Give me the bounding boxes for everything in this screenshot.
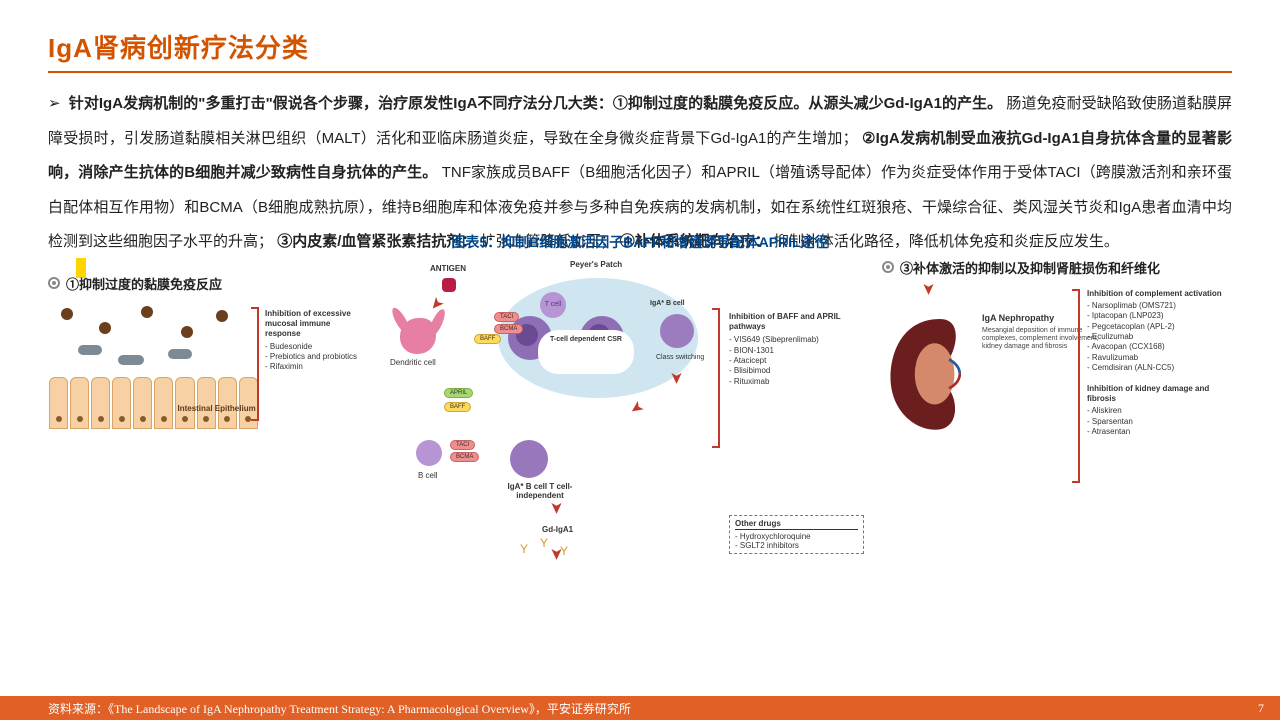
taci-pill: TACI [450,440,475,450]
baff-pill: BAFF [474,334,501,344]
panel1-item: - Rifaximin [265,362,358,372]
panel3-item: - Aliskiren [1087,406,1232,416]
arrow-icon: ➤ [919,282,939,295]
tcell-icon: T cell [540,292,566,318]
panel3-header2: Inhibition of kidney damage and fibrosis [1087,384,1232,405]
target-icon [48,277,60,289]
other-drugs-box: Other drugs - Hydroxychloroquine - SGLT2… [729,515,864,554]
arrow-icon: ➤ [667,371,687,384]
april-pill: APRIL [444,388,473,398]
slide: IgA肾病创新疗法分类 ➢ 针对IgA发病机制的"多重打击"假说各个步骤，治疗原… [0,0,1280,720]
virus-icon [96,319,114,337]
panel3-item: - Pegcetacoplan (APL-2) [1087,322,1232,332]
bcma-pill: BCMA [494,324,523,334]
panel1-title: ①抑制过度的黏膜免疫反应 [48,274,358,293]
panel1-labels: Inhibition of excessive mucosal immune r… [265,309,358,373]
panel3-title-text: ③补体激活的抑制以及抑制肾脏损伤和纤维化 [900,258,1160,277]
panel2-item: - Atacicept [729,356,864,366]
igab-ind-label: IgA* B cell T cell-independent [500,482,580,500]
antigen-icon [442,278,456,292]
virus-icon [213,307,231,325]
arrow-icon: ➤ [547,501,567,514]
arrow-icon: ➤ [547,547,567,560]
bacteria-icon [118,355,144,365]
kidney-icon [886,313,976,433]
other-drugs-item: - Hydroxychloroquine [735,532,858,541]
bcell-label: B cell [418,471,438,480]
panel3-labels: Inhibition of complement activation - Na… [1087,289,1232,438]
panel-2: ANTIGEN ➤ Dendritic cell Peyer's Patch T… [370,258,870,558]
panel2-header: Inhibition of BAFF and APRIL pathways [729,312,864,333]
csr-label: T-cell dependent CSR [538,330,634,374]
panel3-item: - Narsoplimab (OMS721) [1087,301,1232,311]
virus-icon [138,303,156,321]
classswitch-label: Class switching [656,354,704,361]
antibody-icon: Y [520,542,528,556]
panel3-item: - Iptacopan (LNP023) [1087,311,1232,321]
bracket-icon [1078,289,1080,483]
panel2-item: - Rituximab [729,377,864,387]
nephropathy-desc: Mesangial deposition of immune complexes… [982,327,1102,352]
dendritic-label: Dendritic cell [390,358,436,367]
panel2-item: - BION-1301 [729,346,864,356]
panel3-item: - Avacopan (CCX168) [1087,342,1232,352]
panel3-title: ③补体激活的抑制以及抑制肾脏损伤和纤维化 [882,258,1232,277]
virus-icon [178,323,196,341]
baff-pill: BAFF [444,402,471,412]
title-rule [48,71,1232,73]
target-icon [882,261,894,273]
panel2-labels: Inhibition of BAFF and APRIL pathways - … [729,312,864,388]
bacteria-icon [78,345,102,355]
arrow-icon: ➤ [625,395,647,419]
antigen-label: ANTIGEN [430,264,466,273]
panel3-item: - Ravulizumab [1087,353,1232,363]
diagram-row: ①抑制过度的黏膜免疫反应 Intestinal Epitheliu [48,258,1232,558]
panel3-item: - Cemdisiran (ALN-CC5) [1087,363,1232,373]
panel1-item: - Prebiotics and probiotics [265,352,358,362]
taci-pill: TACI [494,312,519,322]
virus-icon [58,305,76,323]
bracket-icon [257,307,259,421]
panel1-title-text: ①抑制过度的黏膜免疫反应 [66,274,222,293]
seg5: ③内皮素/血管紧张素拮抗剂： [277,233,476,250]
page-number: 7 [1258,701,1264,716]
igabcell-label: IgA* B cell [650,300,685,307]
panel2-item: - VIS649 (Sibeprenlimab) [729,335,864,345]
footer-source: 资料来源：《The Landscape of IgA Nephropathy T… [48,700,631,717]
panel2-item: - Blisibimod [729,366,864,376]
epithelium-label: Intestinal Epithelium [177,404,255,413]
bacteria-icon [168,349,192,359]
seg1: 针对IgA发病机制的"多重打击"假说各个步骤，治疗原发性IgA不同疗法分几大类：… [69,95,1002,112]
panel3-header1: Inhibition of complement activation [1087,289,1232,299]
bcell-small-icon [416,440,442,466]
panel1-item: - Budesonide [265,342,358,352]
panel3-item: - Sparsentan [1087,417,1232,427]
slide-title: IgA肾病创新疗法分类 [48,28,1232,65]
bcma-pill: BCMA [450,452,479,462]
panel1-header: Inhibition of excessive mucosal immune r… [265,309,358,340]
footer-bar: 资料来源：《The Landscape of IgA Nephropathy T… [0,696,1280,720]
bracket-icon [718,308,720,448]
panel1-diagram: Intestinal Epithelium Inhibition of exce… [48,299,358,429]
dendritic-cell-icon [400,318,436,354]
igab-ind-icon [510,440,548,478]
panel3-item: - Eculizumab [1087,332,1232,342]
panel3-item: - Atrasentan [1087,427,1232,437]
other-drugs-header: Other drugs [735,519,858,530]
peyer-label: Peyer's Patch [570,260,622,269]
nephropathy-label: IgA Nephropathy [982,313,1054,323]
epithelium-row [48,377,259,429]
panel-3: ③补体激活的抑制以及抑制肾脏损伤和纤维化 ➤ IgA Nephropathy M… [882,258,1232,558]
panel-1: ①抑制过度的黏膜免疫反应 Intestinal Epitheliu [48,258,358,558]
panel2-diagram: ANTIGEN ➤ Dendritic cell Peyer's Patch T… [370,258,870,558]
gdiga-label: Gd-IgA1 [542,525,573,534]
panel3-diagram: ➤ IgA Nephropathy Mesangial deposition o… [882,283,1232,493]
igabcell-icon [660,314,694,348]
bullet-icon: ➢ [48,95,61,112]
other-drugs-item: - SGLT2 inhibitors [735,541,858,550]
